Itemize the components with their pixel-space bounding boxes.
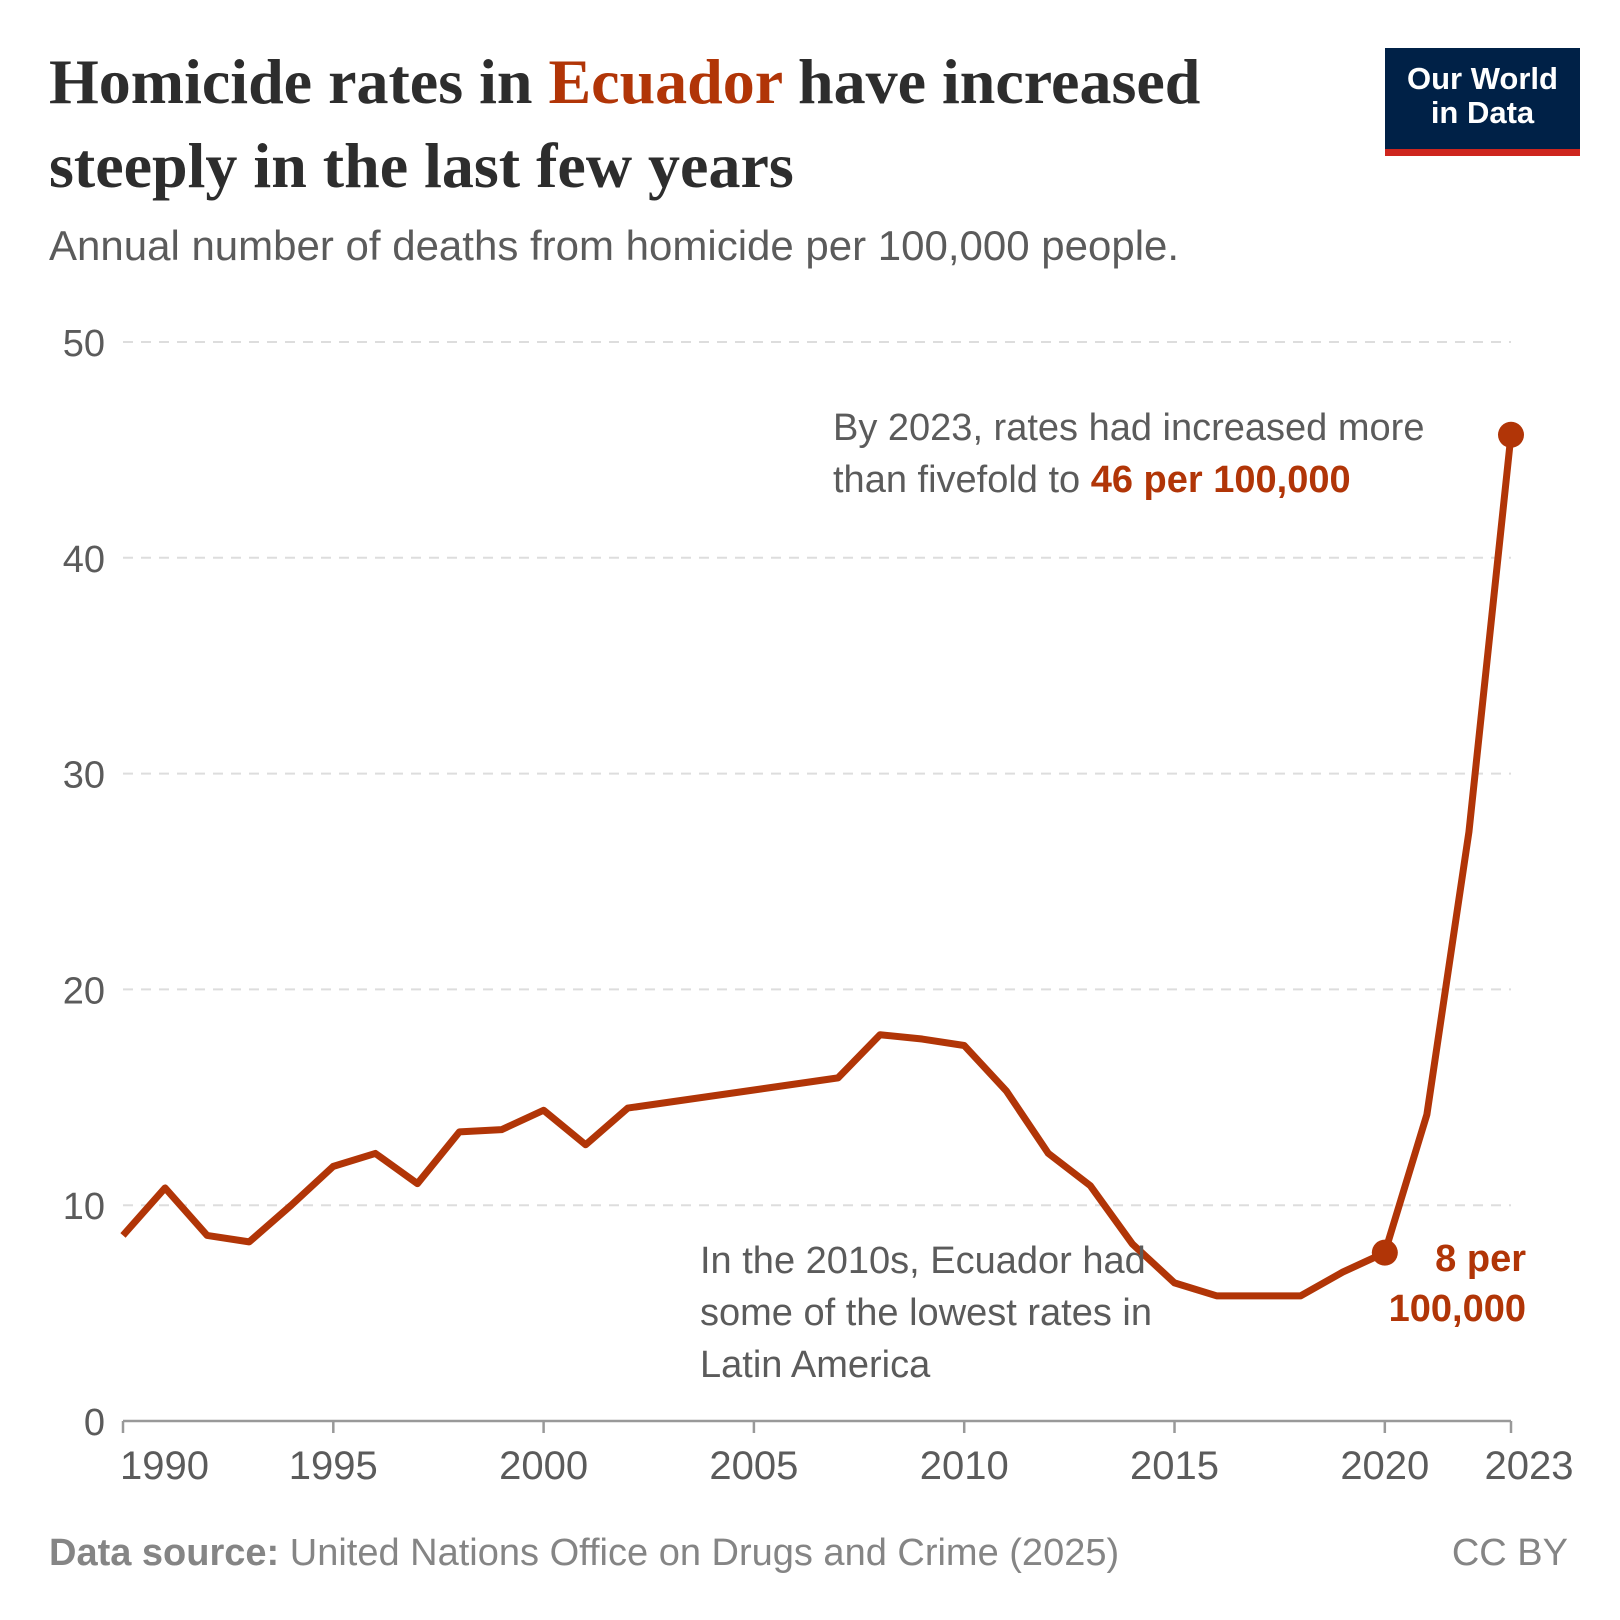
data-point (1044, 1149, 1052, 1157)
data-point (119, 1231, 127, 1239)
y-tick-label: 40 (63, 539, 105, 581)
y-tick-label: 50 (63, 323, 105, 365)
x-tick-label: 2020 (1340, 1444, 1429, 1488)
data-point (1465, 828, 1473, 836)
x-tick-label: 2023 (1485, 1444, 1574, 1488)
data-point (1086, 1182, 1094, 1190)
data-point (245, 1238, 253, 1246)
x-tick-label: 1995 (289, 1444, 378, 1488)
title-highlight: Ecuador (548, 46, 782, 117)
chart-subtitle: Annual number of deaths from homicide pe… (49, 222, 1180, 269)
data-point (834, 1074, 842, 1082)
x-tick-label: 2000 (499, 1444, 588, 1488)
chart-header: Homicide rates in Ecuador have increased… (49, 40, 1359, 272)
highlight-point (1371, 1239, 1398, 1266)
annotation-2023-text: By 2023, rates had increased more than f… (833, 407, 1425, 501)
data-source-label: Data source: (49, 1532, 280, 1574)
owid-logo[interactable]: Our World in Data (1385, 48, 1580, 156)
annotation-2023: By 2023, rates had increased more than f… (833, 402, 1483, 506)
data-point (540, 1106, 548, 1114)
data-point (1213, 1292, 1221, 1300)
highlight-point (1498, 421, 1524, 448)
title-text-end: have increased steeply in the last few y… (49, 46, 1201, 201)
data-source: Data source: United Nations Office on Dr… (49, 1532, 1119, 1575)
annotation-2023-value: 46 per 100,000 (1090, 459, 1351, 501)
x-tick-label: 1990 (120, 1444, 209, 1488)
x-tick-label: 2015 (1130, 1444, 1219, 1488)
label-2020-line1: 8 per (1435, 1238, 1526, 1280)
logo-line2: in Data (1430, 95, 1535, 130)
annotation-2010s: In the 2010s, Ecuador had some of the lo… (700, 1240, 1152, 1386)
data-source-text[interactable]: United Nations Office on Drugs and Crime… (289, 1532, 1120, 1574)
data-point (918, 1035, 926, 1043)
logo-line1: Our World (1407, 61, 1558, 96)
data-point (413, 1180, 421, 1188)
data-point (582, 1141, 590, 1149)
data-point (161, 1184, 169, 1192)
series-line (120, 434, 1515, 1300)
x-tick-label: 2005 (709, 1444, 798, 1488)
y-tick-label: 0 (84, 1402, 105, 1444)
data-point (498, 1126, 506, 1134)
data-point (455, 1128, 463, 1136)
data-point (1255, 1292, 1263, 1300)
data-point (203, 1231, 211, 1239)
y-tick-label: 10 (63, 1186, 105, 1228)
data-point (624, 1104, 632, 1112)
data-point (1423, 1111, 1431, 1119)
data-point (287, 1201, 295, 1209)
data-point (1002, 1087, 1010, 1095)
label-2020-line2: 100,000 (1388, 1288, 1526, 1330)
data-point (329, 1162, 337, 1170)
x-tick-label: 2010 (920, 1444, 1009, 1488)
label-2020: 8 per 100,000 (1330, 1234, 1526, 1334)
data-point (876, 1031, 884, 1039)
data-point (960, 1042, 968, 1050)
chart-title: Homicide rates in Ecuador have increased… (49, 40, 1359, 208)
data-point (371, 1149, 379, 1157)
data-point (1297, 1292, 1305, 1300)
y-tick-label: 30 (63, 755, 105, 797)
y-tick-label: 20 (63, 970, 105, 1012)
title-text: Homicide rates in (49, 46, 549, 117)
license[interactable]: CC BY (1451, 1532, 1568, 1574)
